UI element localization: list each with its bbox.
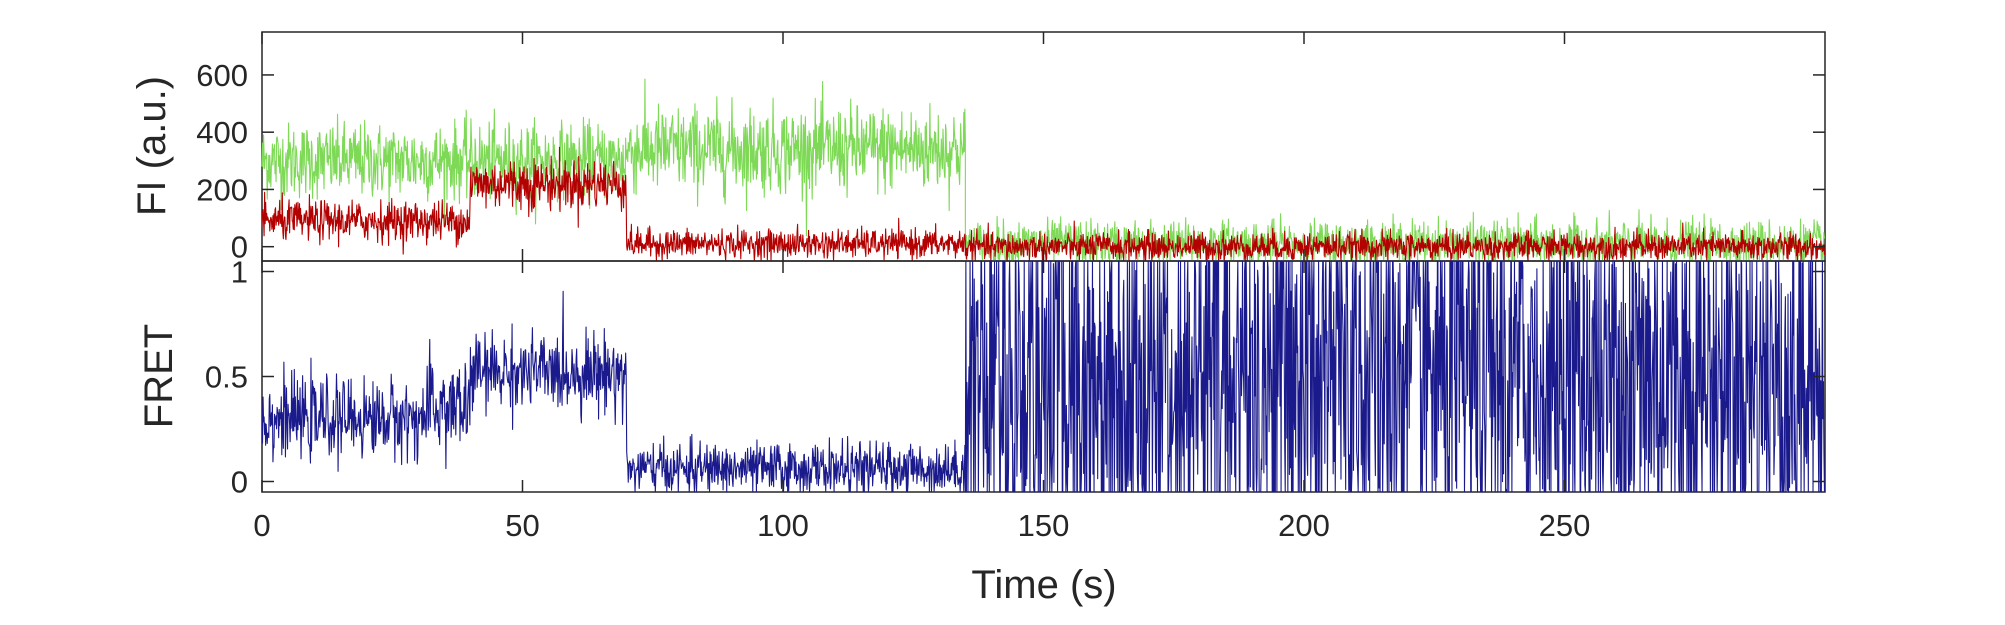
y-tick-label: 1 [231,255,248,290]
y-tick-label: 200 [196,172,248,207]
x-tick-label: 250 [1539,508,1591,543]
acceptor-trace-line [261,146,1826,262]
x-tick-label: 150 [1018,508,1070,543]
x-tick-label: 100 [757,508,809,543]
fret-y-axis-label: FRET [137,324,181,428]
x-tick-label: 50 [505,508,539,543]
fluorescence-series-group [261,78,1826,262]
y-tick-label: 0 [231,465,248,500]
fret-y-ticks: 00.51 [205,255,1825,500]
time-x-axis-label: Time (s) [971,563,1116,607]
fluorescence-y-ticks: 0 200 400 600 [196,32,1825,265]
donor-trace-line [261,78,1826,262]
x-tick-label: 200 [1278,508,1330,543]
y-tick-label: 0 [231,230,248,265]
fluorescence-panel: 0 200 400 600 FI (a.u.) [130,31,1826,265]
fluorescence-y-axis-label: FI (a.u.) [130,76,174,216]
time-x-ticks: 0 50 100 150 200 250 [253,508,1590,543]
y-tick-label: 600 [196,58,248,93]
y-tick-label: 400 [196,115,248,150]
fret-trace-line [261,260,1826,493]
fret-panel: 00.51 0 50 100 150 200 250 FRET Time (s) [137,255,1826,607]
x-tick-label: 0 [253,508,270,543]
fret-series-group [261,260,1826,493]
y-tick-label: 0.5 [205,360,248,395]
